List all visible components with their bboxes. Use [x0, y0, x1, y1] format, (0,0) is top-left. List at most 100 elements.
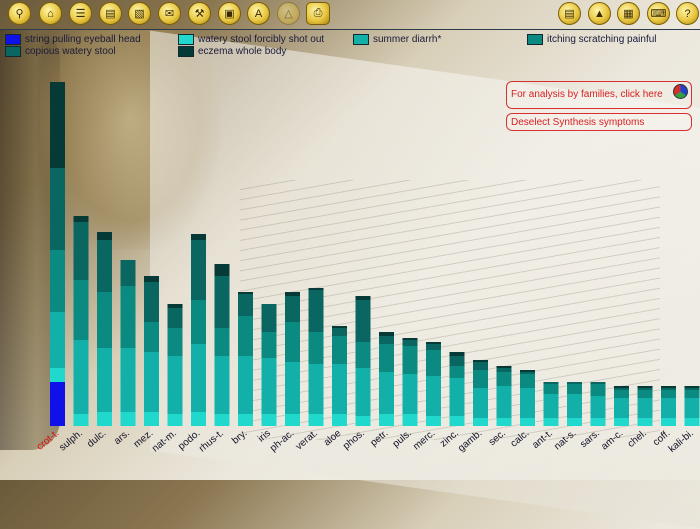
bar-segment-aloe[interactable] — [332, 364, 347, 414]
document-icon[interactable]: ▤ — [99, 2, 122, 25]
bar-segment-petr.[interactable] — [379, 414, 394, 426]
bar-segment-puls.[interactable] — [402, 346, 418, 374]
remedy-label[interactable]: merc. — [411, 428, 437, 452]
bar-segment-petr.[interactable] — [379, 372, 394, 414]
remedy-label[interactable]: kali-bi. — [667, 428, 696, 455]
bar-segment-gamb.[interactable] — [473, 418, 488, 426]
bar-segment-rhus-t.[interactable] — [214, 264, 230, 276]
remedy-label[interactable]: bry. — [230, 428, 249, 447]
bar-segment-dulc.[interactable] — [97, 232, 112, 240]
bar-segment-mez.[interactable] — [144, 412, 159, 426]
bar-segment-calc.[interactable] — [520, 374, 535, 388]
help-icon[interactable]: ? — [676, 2, 699, 25]
remedy-label[interactable]: crot-t. — [35, 428, 62, 453]
bar-segment-aloe[interactable] — [332, 414, 347, 426]
bar-segment-kali-bi.[interactable] — [684, 398, 700, 418]
remedy-label[interactable]: sars. — [578, 428, 602, 450]
bar-segment-gamb.[interactable] — [473, 388, 488, 418]
remedy-label[interactable]: petr. — [368, 428, 390, 449]
bar-segment-coff.[interactable] — [661, 386, 676, 388]
bar-segment-rhus-t.[interactable] — [214, 414, 230, 426]
tools-icon[interactable]: ⚒ — [188, 2, 211, 25]
bar-segment-ars.[interactable] — [120, 260, 136, 286]
bar-segment-dulc.[interactable] — [97, 240, 112, 292]
remedy-label[interactable]: dulc. — [85, 428, 108, 450]
bar-segment-bry.[interactable] — [238, 316, 253, 356]
book-icon[interactable]: ▧ — [128, 2, 151, 25]
bar-segment-ant-t.[interactable] — [543, 382, 559, 384]
bar-segment-mez.[interactable] — [144, 282, 159, 322]
bar-segment-aloe[interactable] — [332, 326, 347, 328]
bar-segment-puls.[interactable] — [402, 414, 418, 426]
bar-segment-iris[interactable] — [261, 304, 277, 332]
bar-segment-ph-ac.[interactable] — [285, 414, 300, 426]
bar-segment-ars.[interactable] — [120, 286, 136, 348]
legend-item[interactable]: string pulling eyeball head — [5, 34, 141, 45]
bar-segment-gamb.[interactable] — [473, 370, 488, 388]
remedy-label[interactable]: sec. — [487, 428, 508, 448]
bar-segment-podo.[interactable] — [191, 234, 206, 240]
bar-segment-sulph.[interactable] — [73, 340, 89, 414]
columns-icon[interactable]: ☰ — [69, 2, 92, 25]
bar-segment-podo.[interactable] — [191, 412, 206, 426]
bar-segment-verat.[interactable] — [308, 290, 324, 332]
bar-segment-am-c.[interactable] — [614, 386, 629, 388]
bar-segment-am-c.[interactable] — [614, 388, 629, 390]
remedy-label[interactable]: nat-m. — [150, 428, 179, 455]
bar-segment-bry.[interactable] — [238, 292, 253, 294]
bar-segment-verat.[interactable] — [308, 288, 324, 290]
bar-segment-crot-t.[interactable] — [50, 368, 65, 382]
bar-segment-dulc.[interactable] — [97, 412, 112, 426]
bar-segment-ph-ac.[interactable] — [285, 362, 300, 414]
bar-segment-sars.[interactable] — [590, 396, 606, 418]
legend-item[interactable]: copious watery stool — [5, 46, 116, 57]
bar-segment-calc.[interactable] — [520, 388, 535, 418]
bar-segment-dulc.[interactable] — [97, 292, 112, 348]
bar-segment-puls.[interactable] — [402, 338, 418, 340]
bar-segment-ant-t.[interactable] — [543, 418, 559, 426]
bar-segment-merc.[interactable] — [426, 376, 441, 416]
bar-segment-ph-ac.[interactable] — [285, 322, 300, 362]
bar-segment-crot-t.[interactable] — [50, 382, 65, 426]
bar-segment-sulph.[interactable] — [73, 280, 89, 340]
bar-segment-merc.[interactable] — [426, 344, 441, 350]
bar-segment-am-c.[interactable] — [614, 390, 629, 398]
bar-segment-zinc.[interactable] — [449, 352, 465, 356]
bar-segment-coff.[interactable] — [661, 388, 676, 390]
bar-segment-calc.[interactable] — [520, 370, 535, 372]
letter-a-icon[interactable]: A — [247, 2, 270, 25]
bar-segment-bry.[interactable] — [238, 414, 253, 426]
remedy-label[interactable]: am-c. — [599, 428, 625, 452]
bar-segment-calc.[interactable] — [520, 418, 535, 426]
remedy-label[interactable]: ant-t. — [530, 428, 555, 451]
remedy-label[interactable]: phos. — [341, 428, 367, 452]
bar-segment-gamb.[interactable] — [473, 362, 488, 370]
bar-segment-petr.[interactable] — [379, 332, 394, 336]
bar-segment-nat-s.[interactable] — [567, 418, 582, 426]
bar-segment-crot-t.[interactable] — [50, 250, 65, 312]
bar-segment-nat-s.[interactable] — [567, 382, 582, 384]
bar-segment-sulph.[interactable] — [73, 222, 89, 280]
bar-segment-chel.[interactable] — [637, 388, 653, 390]
bar-segment-phos.[interactable] — [355, 300, 371, 342]
bar-segment-rhus-t.[interactable] — [214, 276, 230, 328]
bar-segment-nat-m.[interactable] — [167, 328, 183, 356]
bar-segment-merc.[interactable] — [426, 350, 441, 376]
bar-segment-phos.[interactable] — [355, 342, 371, 368]
bar-segment-bry.[interactable] — [238, 294, 253, 316]
calendar-icon[interactable]: ▦ — [617, 2, 640, 25]
bar-segment-phos.[interactable] — [355, 416, 371, 426]
bar-segment-bry.[interactable] — [238, 356, 253, 414]
legend-item[interactable]: eczema whole body — [178, 46, 286, 57]
legend-item[interactable]: itching scratching painful — [527, 34, 657, 45]
notes-icon[interactable]: ▤ — [558, 2, 581, 25]
bar-segment-merc.[interactable] — [426, 416, 441, 426]
bar-segment-zinc.[interactable] — [449, 366, 465, 378]
analysis-icon[interactable]: ▲ — [588, 2, 611, 25]
bar-segment-nat-m.[interactable] — [167, 304, 183, 308]
bar-segment-ant-t.[interactable] — [543, 394, 559, 418]
bar-segment-sec.[interactable] — [496, 372, 512, 386]
bar-segment-puls.[interactable] — [402, 374, 418, 414]
bar-segment-aloe[interactable] — [332, 328, 347, 336]
bar-segment-podo.[interactable] — [191, 300, 206, 344]
